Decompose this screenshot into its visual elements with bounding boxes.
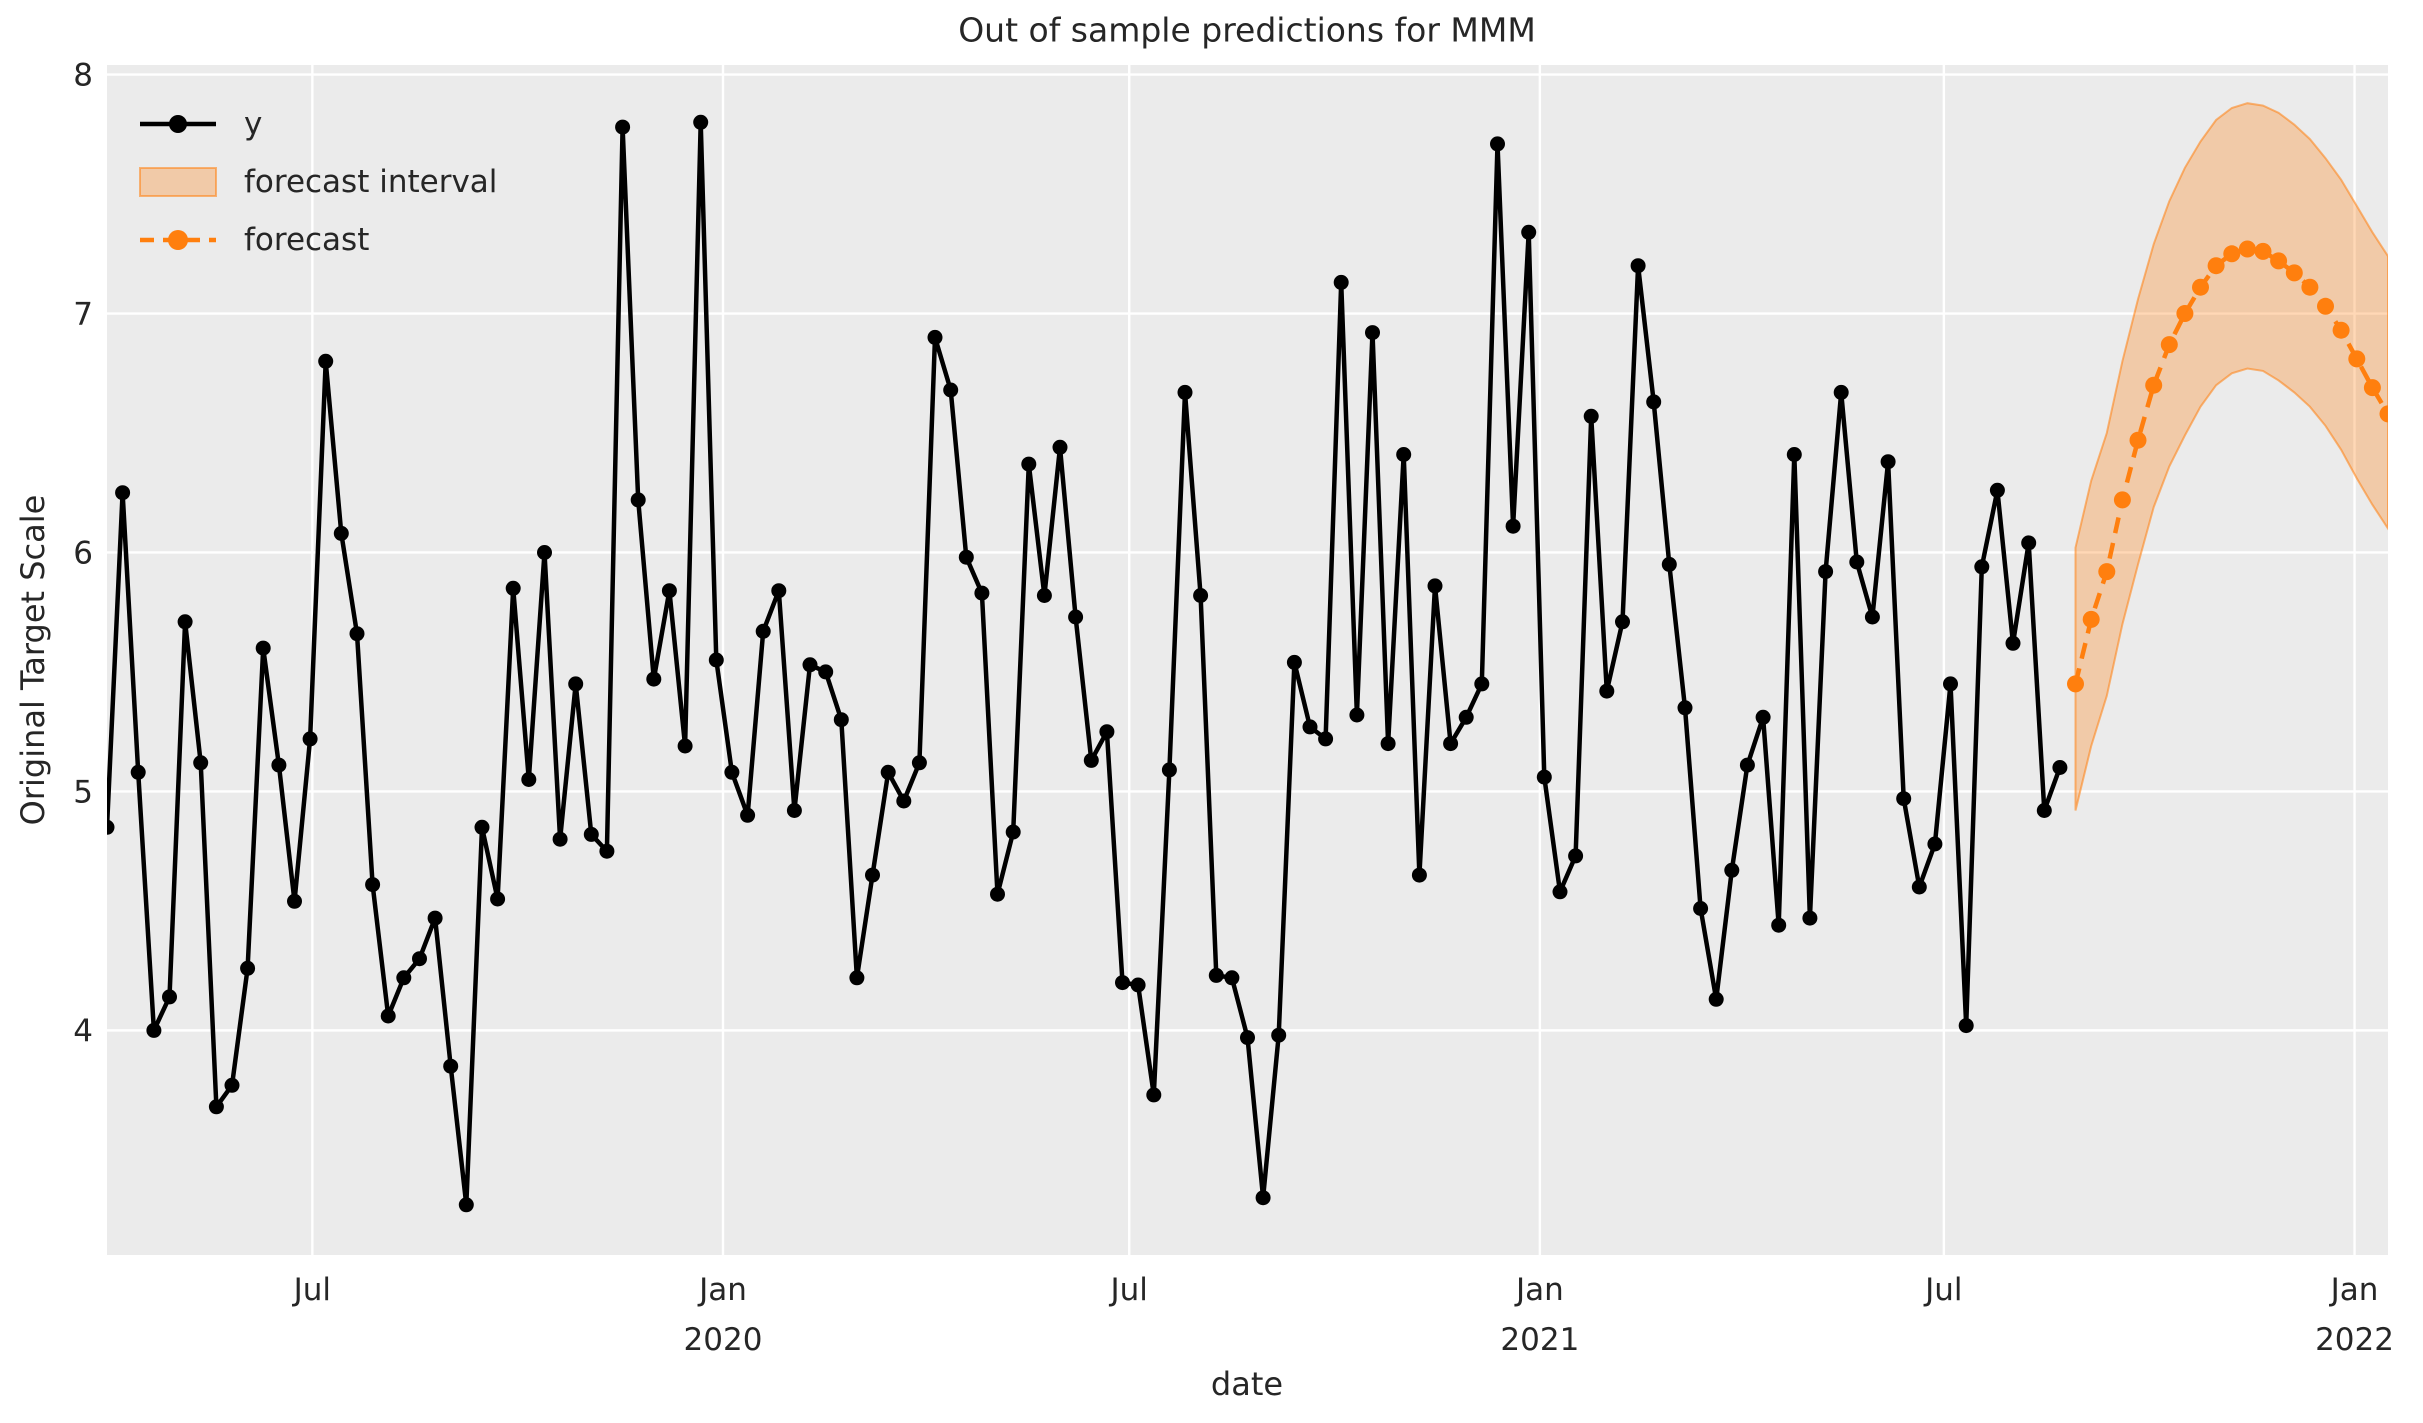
legend-label-forecast-interval: forecast interval bbox=[244, 164, 498, 200]
gridlines bbox=[107, 65, 2388, 1255]
legend-item-y: y bbox=[137, 95, 497, 153]
x-tick-labels: Jul Jan 2020 Jul Jan 2021 Jul Jan 2022 bbox=[292, 1272, 2394, 1358]
series-markers-y bbox=[107, 114, 2068, 1213]
svg-text:6: 6 bbox=[73, 535, 93, 571]
svg-text:Jan: Jan bbox=[2329, 1272, 2379, 1308]
legend: y forecast interval forecast bbox=[137, 95, 497, 269]
chart-title: Out of sample predictions for MMM bbox=[958, 10, 1536, 50]
y-axis-label: Original Target Scale bbox=[14, 494, 52, 826]
series-line-forecast bbox=[2073, 246, 2388, 685]
y-tick-labels: 8 7 6 5 4 bbox=[73, 58, 93, 1050]
forecast-interval-swatch-icon bbox=[139, 167, 217, 197]
svg-text:2020: 2020 bbox=[684, 1322, 763, 1358]
svg-text:4: 4 bbox=[73, 1013, 93, 1049]
legend-item-forecast-interval: forecast interval bbox=[137, 153, 497, 211]
svg-text:7: 7 bbox=[73, 297, 93, 333]
legend-label-y: y bbox=[244, 106, 263, 142]
observed-line-swatch-icon bbox=[140, 115, 216, 133]
x-axis-label: date bbox=[1210, 1365, 1284, 1403]
svg-text:Jan: Jan bbox=[697, 1272, 747, 1308]
svg-text:Jul: Jul bbox=[292, 1272, 331, 1308]
plot-area bbox=[107, 102, 2388, 1213]
svg-text:2022: 2022 bbox=[2315, 1322, 2394, 1358]
svg-text:Jul: Jul bbox=[1109, 1272, 1148, 1308]
svg-text:Jul: Jul bbox=[1923, 1272, 1962, 1308]
svg-text:2021: 2021 bbox=[1500, 1322, 1579, 1358]
series-markers-forecast bbox=[2067, 240, 2388, 693]
legend-label-forecast: forecast bbox=[244, 222, 370, 258]
svg-text:5: 5 bbox=[73, 774, 93, 810]
svg-text:8: 8 bbox=[73, 58, 93, 94]
svg-text:Jan: Jan bbox=[1514, 1272, 1564, 1308]
forecast-line-swatch-icon bbox=[140, 230, 216, 250]
legend-item-forecast: forecast bbox=[137, 211, 497, 269]
